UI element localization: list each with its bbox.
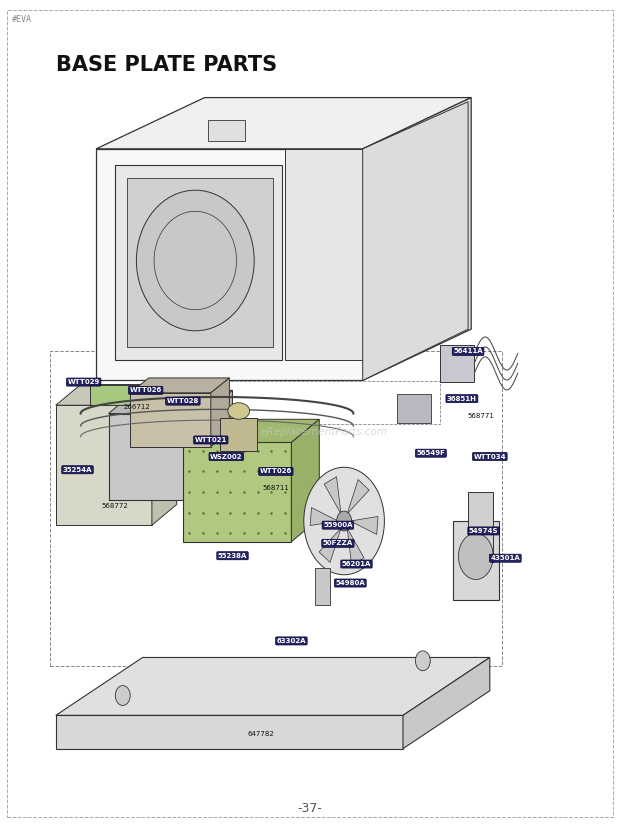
Ellipse shape — [136, 190, 254, 331]
Polygon shape — [205, 390, 232, 500]
Bar — [208, 120, 245, 141]
Polygon shape — [440, 345, 474, 382]
Polygon shape — [347, 480, 369, 514]
Polygon shape — [397, 394, 431, 423]
Polygon shape — [96, 98, 471, 149]
Polygon shape — [56, 385, 177, 405]
Text: 63302A: 63302A — [277, 638, 306, 644]
Polygon shape — [285, 149, 363, 360]
Polygon shape — [220, 418, 257, 451]
Text: 54980A: 54980A — [335, 580, 365, 586]
Polygon shape — [108, 390, 232, 414]
Text: WTT034: WTT034 — [474, 453, 506, 460]
Text: 56411A: 56411A — [453, 348, 483, 355]
Polygon shape — [363, 102, 468, 380]
Polygon shape — [315, 568, 330, 605]
Polygon shape — [108, 414, 205, 500]
Text: BASE PLATE PARTS: BASE PLATE PARTS — [56, 55, 277, 74]
Circle shape — [304, 467, 384, 575]
Text: 568772: 568772 — [101, 503, 128, 509]
Text: 56201A: 56201A — [342, 561, 371, 567]
Text: 55900A: 55900A — [323, 522, 353, 528]
Polygon shape — [183, 442, 291, 542]
Polygon shape — [211, 378, 229, 447]
Circle shape — [415, 651, 430, 671]
Polygon shape — [363, 98, 471, 380]
Polygon shape — [130, 393, 211, 447]
Text: 568711: 568711 — [262, 485, 290, 491]
Text: 56549F: 56549F — [417, 450, 445, 457]
Polygon shape — [350, 517, 378, 534]
Bar — [217, 381, 440, 424]
Circle shape — [115, 686, 130, 705]
Polygon shape — [152, 385, 177, 525]
Text: 35254A: 35254A — [63, 466, 92, 473]
Text: WTT029: WTT029 — [68, 379, 100, 385]
Polygon shape — [130, 378, 229, 393]
Polygon shape — [115, 165, 282, 360]
Polygon shape — [347, 528, 364, 566]
Polygon shape — [183, 419, 319, 442]
Circle shape — [458, 533, 494, 580]
Polygon shape — [96, 149, 363, 380]
Polygon shape — [56, 715, 403, 748]
Text: 43501A: 43501A — [490, 555, 520, 562]
Polygon shape — [127, 178, 273, 347]
Polygon shape — [90, 385, 158, 405]
Circle shape — [337, 511, 352, 531]
Text: 36851H: 36851H — [447, 395, 477, 402]
Polygon shape — [56, 405, 152, 525]
Polygon shape — [403, 657, 490, 748]
Bar — [50, 351, 502, 666]
Ellipse shape — [228, 403, 249, 419]
Text: WTT026: WTT026 — [260, 468, 292, 475]
Polygon shape — [310, 508, 338, 525]
Text: WSZ002: WSZ002 — [210, 453, 242, 460]
Text: #EVA: #EVA — [12, 15, 32, 24]
Text: WTT021: WTT021 — [195, 437, 227, 443]
Text: eReplacementParts.com: eReplacementParts.com — [260, 427, 388, 437]
Polygon shape — [453, 521, 499, 600]
Text: WTT026: WTT026 — [130, 387, 162, 394]
Text: WTT028: WTT028 — [167, 398, 199, 404]
Polygon shape — [319, 528, 341, 562]
Text: 647782: 647782 — [247, 731, 274, 738]
Polygon shape — [468, 492, 493, 562]
Text: 266712: 266712 — [123, 404, 150, 410]
Polygon shape — [56, 657, 490, 715]
Polygon shape — [291, 419, 319, 542]
Text: -37-: -37- — [298, 802, 322, 815]
Polygon shape — [324, 476, 341, 514]
Text: 55238A: 55238A — [218, 552, 247, 559]
Text: 54974S: 54974S — [469, 528, 498, 534]
Text: 50FZZA: 50FZZA — [323, 540, 353, 547]
Text: 568771: 568771 — [467, 413, 494, 419]
